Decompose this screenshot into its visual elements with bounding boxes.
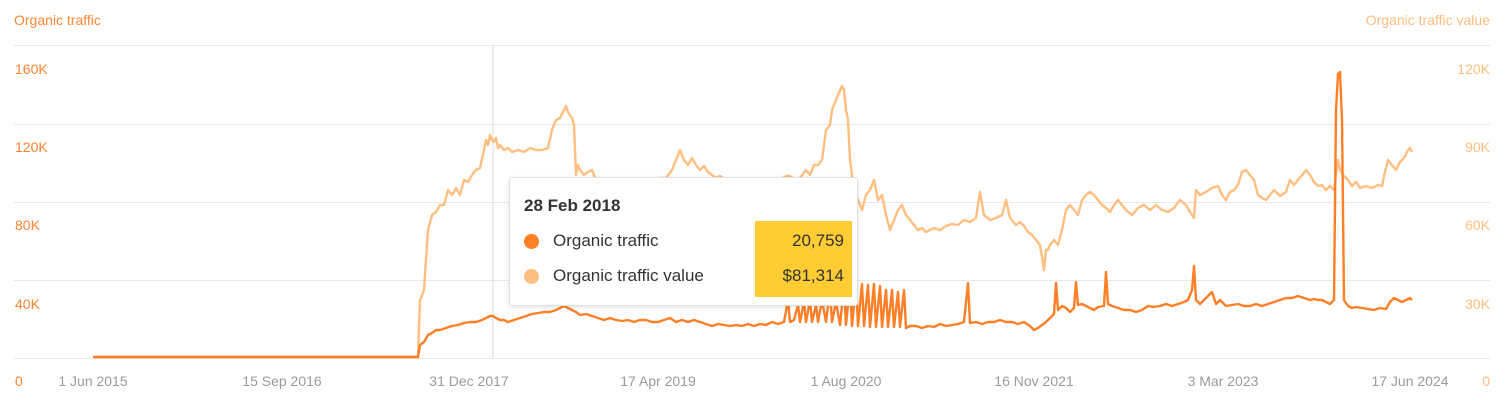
organic-traffic-value-legend-dot-icon [524, 268, 539, 284]
right-axis-title: Organic traffic value [1365, 12, 1490, 28]
right-y-tick: 120K [1457, 61, 1490, 77]
organic-traffic-value-line [93, 84, 1414, 359]
tooltip-row-organic-traffic-value: Organic traffic value [524, 264, 704, 288]
organic-traffic-legend-dot-icon [524, 233, 539, 249]
right-y-tick: 30K [1465, 296, 1490, 312]
gridline-baseline [14, 358, 1490, 359]
tooltip-label: Organic traffic [553, 231, 659, 250]
x-tick: 3 Mar 2023 [1187, 373, 1259, 389]
left-y-zero: 0 [15, 373, 23, 389]
tooltip-value-organic-traffic-value: $81,314 [782, 266, 844, 285]
x-tick: 1 Aug 2020 [810, 373, 882, 389]
left-y-tick: 80K [15, 217, 40, 233]
chart-tooltip: 28 Feb 2018 Organic traffic Organic traf… [509, 177, 858, 306]
gridline [14, 124, 1490, 125]
x-tick: 17 Jun 2024 [1371, 373, 1449, 389]
left-y-tick: 160K [15, 61, 48, 77]
left-y-tick: 120K [15, 139, 48, 155]
left-y-tick: 40K [15, 296, 40, 312]
x-tick: 16 Nov 2021 [994, 373, 1074, 389]
tooltip-date: 28 Feb 2018 [524, 196, 621, 215]
x-tick: 17 Apr 2019 [620, 373, 696, 389]
organic-traffic-line [93, 70, 1413, 359]
right-y-zero: 0 [1482, 373, 1490, 389]
right-y-tick: 60K [1465, 217, 1490, 233]
tooltip-row-organic-traffic: Organic traffic [524, 229, 659, 253]
tooltip-values-highlight: 20,759 $81,314 [755, 221, 852, 297]
x-tick: 1 Jun 2015 [58, 373, 128, 389]
tooltip-value-organic-traffic: 20,759 [792, 231, 844, 250]
left-axis-title: Organic traffic [14, 12, 101, 28]
right-y-tick: 90K [1465, 139, 1490, 155]
tooltip-label: Organic traffic value [553, 266, 704, 285]
x-tick: 31 Dec 2017 [429, 373, 509, 389]
x-tick: 15 Sep 2016 [242, 373, 322, 389]
gridline-top [14, 45, 1490, 46]
